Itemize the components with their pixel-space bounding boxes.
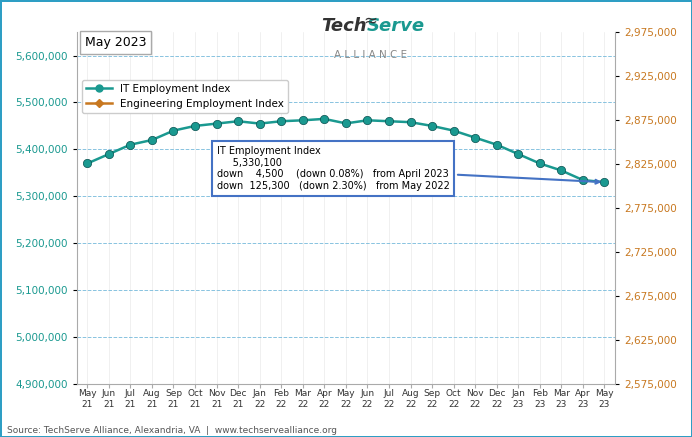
Text: Tech: Tech [321,17,367,35]
Text: Source: TechServe Alliance, Alexandria, VA  |  www.techservealliance.org: Source: TechServe Alliance, Alexandria, … [7,426,337,435]
Text: May 2023: May 2023 [84,36,146,49]
Text: Serve: Serve [367,17,425,35]
Text: Engineering Employment Index
         2,796,300
up    6,900     (up 0.25%)   fro: Engineering Employment Index 2,796,300 u… [0,436,1,437]
Text: ≈: ≈ [363,11,377,29]
Text: A L L I A N C E: A L L I A N C E [334,50,407,60]
Legend: IT Employment Index, Engineering Employment Index: IT Employment Index, Engineering Employm… [82,80,289,113]
Text: IT Employment Index
     5,330,100
down    4,500    (down 0.08%)   from April 20: IT Employment Index 5,330,100 down 4,500… [217,146,599,191]
